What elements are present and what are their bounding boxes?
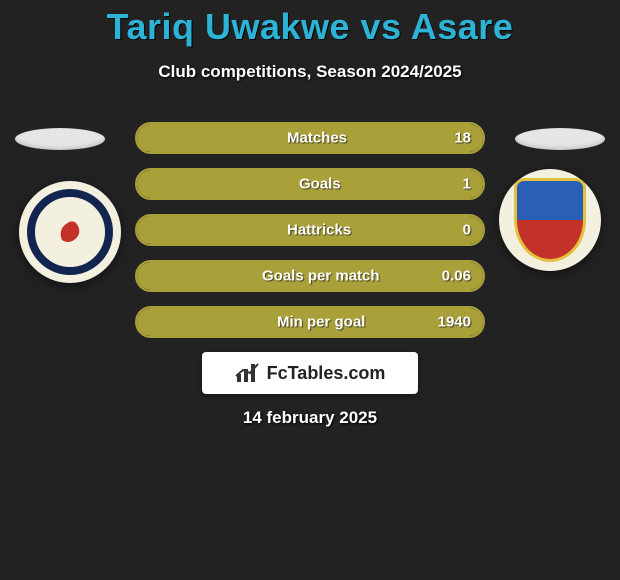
- stat-value: 1: [463, 176, 471, 193]
- stat-bar-min-per-goal: Min per goal 1940: [135, 306, 485, 338]
- stat-label: Goals per match: [262, 268, 380, 285]
- player-left-avatar-placeholder: [15, 128, 105, 150]
- stat-bar-hattricks: Hattricks 0: [135, 214, 485, 246]
- club-crest-left: [19, 181, 121, 283]
- stat-value: 0.06: [442, 268, 471, 285]
- club-crest-right: [499, 169, 601, 271]
- date-text: 14 february 2025: [0, 408, 620, 428]
- stat-bar-goals: Goals 1: [135, 168, 485, 200]
- stat-label: Hattricks: [287, 222, 351, 239]
- stat-label: Goals: [299, 176, 341, 193]
- stats-bars: Matches 18 Goals 1 Hattricks 0 Goals per…: [135, 122, 485, 352]
- page-subtitle: Club competitions, Season 2024/2025: [0, 62, 620, 82]
- stat-label: Matches: [287, 130, 347, 147]
- stat-value: 18: [454, 130, 471, 147]
- stat-value: 0: [463, 222, 471, 239]
- page-title: Tariq Uwakwe vs Asare: [0, 0, 620, 48]
- lion-icon: [48, 210, 92, 254]
- branding-badge: FcTables.com: [202, 352, 418, 394]
- branding-text: FcTables.com: [267, 363, 386, 384]
- player-right-avatar-placeholder: [515, 128, 605, 150]
- stat-value: 1940: [438, 314, 471, 331]
- stat-bar-matches: Matches 18: [135, 122, 485, 154]
- bar-chart-icon: [235, 362, 261, 384]
- stat-label: Min per goal: [277, 314, 365, 331]
- stat-bar-goals-per-match: Goals per match 0.06: [135, 260, 485, 292]
